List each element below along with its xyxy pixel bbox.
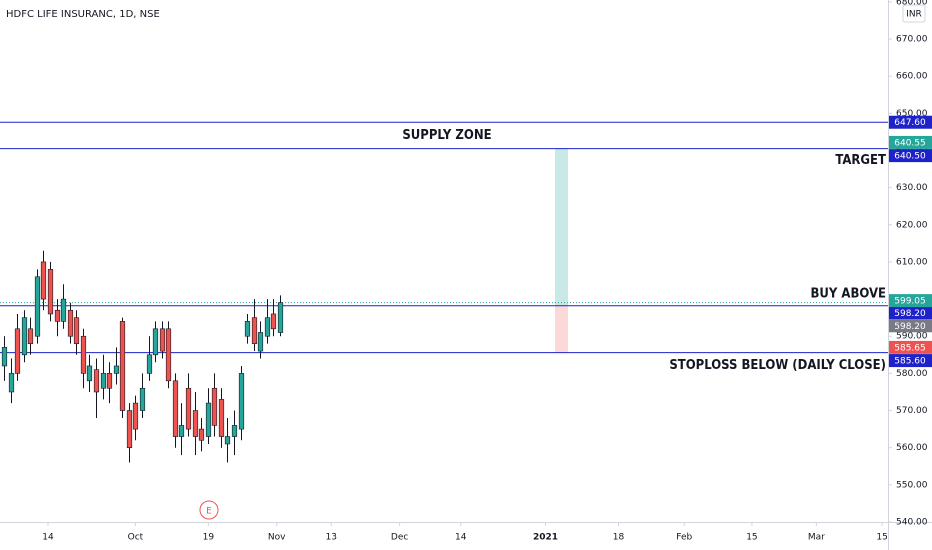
x-tick-label: 13 [326,533,337,543]
candle-body [198,428,205,441]
position-price-label: 640.55 [894,138,926,148]
position-price-label: 598.20 [894,322,926,332]
y-tick-label: 580.00 [896,369,928,379]
level-price-label-box [889,306,932,320]
position-price-label-box [889,340,932,354]
currency-box[interactable] [902,4,926,23]
candle-body [264,317,271,337]
candle-body [165,328,172,382]
candle-body [146,354,153,374]
y-tick-label: 540.00 [896,518,928,528]
y-tick-label: 610.00 [896,257,928,267]
candle-body [270,313,277,330]
candle-body [205,402,212,437]
candle-body [47,269,54,315]
position-price-label-box [889,319,932,333]
chart-title: HDFC LIFE INSURANC, 1D, NSE [6,9,160,20]
candle-body [277,302,284,333]
candle-body [132,402,139,430]
candles [1,250,284,463]
x-tick-label: 14 [42,533,54,543]
earnings-label: E [206,507,212,517]
level-price-label-box [889,149,932,163]
x-tick-label: 2021 [533,533,558,543]
currency: INR [906,10,922,20]
level-price-label: 598.20 [894,309,926,319]
candle-body [126,410,133,448]
level-annotation: SUPPLY ZONE [402,128,491,143]
x-tick-label: Nov [268,533,286,543]
candle-body [100,373,107,389]
candle-body [80,335,87,374]
candle-body [1,347,8,367]
candle-body [257,332,264,352]
x-tick-label: 14 [455,533,467,543]
level-price-label: 640.50 [894,152,926,162]
candle-body [73,317,80,344]
candle-body [60,298,67,322]
candle-body [27,328,34,344]
candle-body [86,365,93,382]
level-annotation: STOPLOSS BELOW (DAILY CLOSE) [669,358,886,373]
position-price-label: 585.65 [894,343,926,353]
level-price-label-box [889,354,932,368]
level-price-label: 647.60 [894,118,926,128]
candle-body [21,317,28,356]
level-price-label: 585.60 [894,357,926,367]
position-price-label-box [889,135,932,149]
earnings-marker[interactable] [199,500,219,520]
x-tick-label: 18 [613,533,625,543]
profit-zone [555,148,568,306]
candle-body [244,321,251,337]
candle-body [192,410,199,437]
candle-body [238,373,245,430]
x-tick-label: Oct [128,533,144,543]
y-tick-label: 630.00 [896,183,928,193]
candle-body [8,373,15,393]
y-tick-label: 650.00 [896,109,928,119]
candle-body [139,387,146,411]
candle-body [224,436,231,445]
y-tick-label: 680.00 [896,0,928,7]
candle-body [211,387,218,426]
candle-body [67,309,74,337]
candle-body [159,328,166,352]
candle-body [113,365,120,374]
x-tick-label: Feb [676,533,692,543]
y-tick-label: 570.00 [896,406,928,416]
candle-body [54,309,61,322]
candle-body [218,399,225,437]
candle-body [231,425,238,437]
y-tick-label: 590.00 [896,332,928,342]
candle-body [172,380,179,437]
candle-body [119,321,126,411]
level-price-label-box [889,115,932,129]
candle-body [106,373,113,389]
candle-body [185,387,192,430]
candle-body [40,261,47,300]
candle-body [178,425,185,437]
x-tick-label: 19 [203,533,215,543]
loss-zone [555,305,568,353]
last-price-label: 599.05 [894,297,926,307]
y-tick-label: 660.00 [896,72,928,82]
y-tick-label: 670.00 [896,35,928,45]
candle-body [14,328,21,374]
y-tick-label: 620.00 [896,220,928,230]
candle-body [34,276,41,337]
candle-body [93,369,100,393]
level-annotation: BUY ABOVE [810,286,886,301]
x-tick-label: 15 [876,533,887,543]
x-tick-label: 15 [746,533,757,543]
x-tick-label: Mar [808,533,825,543]
level-annotation: TARGET [835,153,886,168]
candle-body [152,328,159,356]
y-tick-label: 560.00 [896,443,928,453]
last-price-label-box [889,294,932,308]
x-tick-label: Dec [391,533,408,543]
candle-body [251,317,258,344]
y-tick-label: 550.00 [896,480,928,490]
